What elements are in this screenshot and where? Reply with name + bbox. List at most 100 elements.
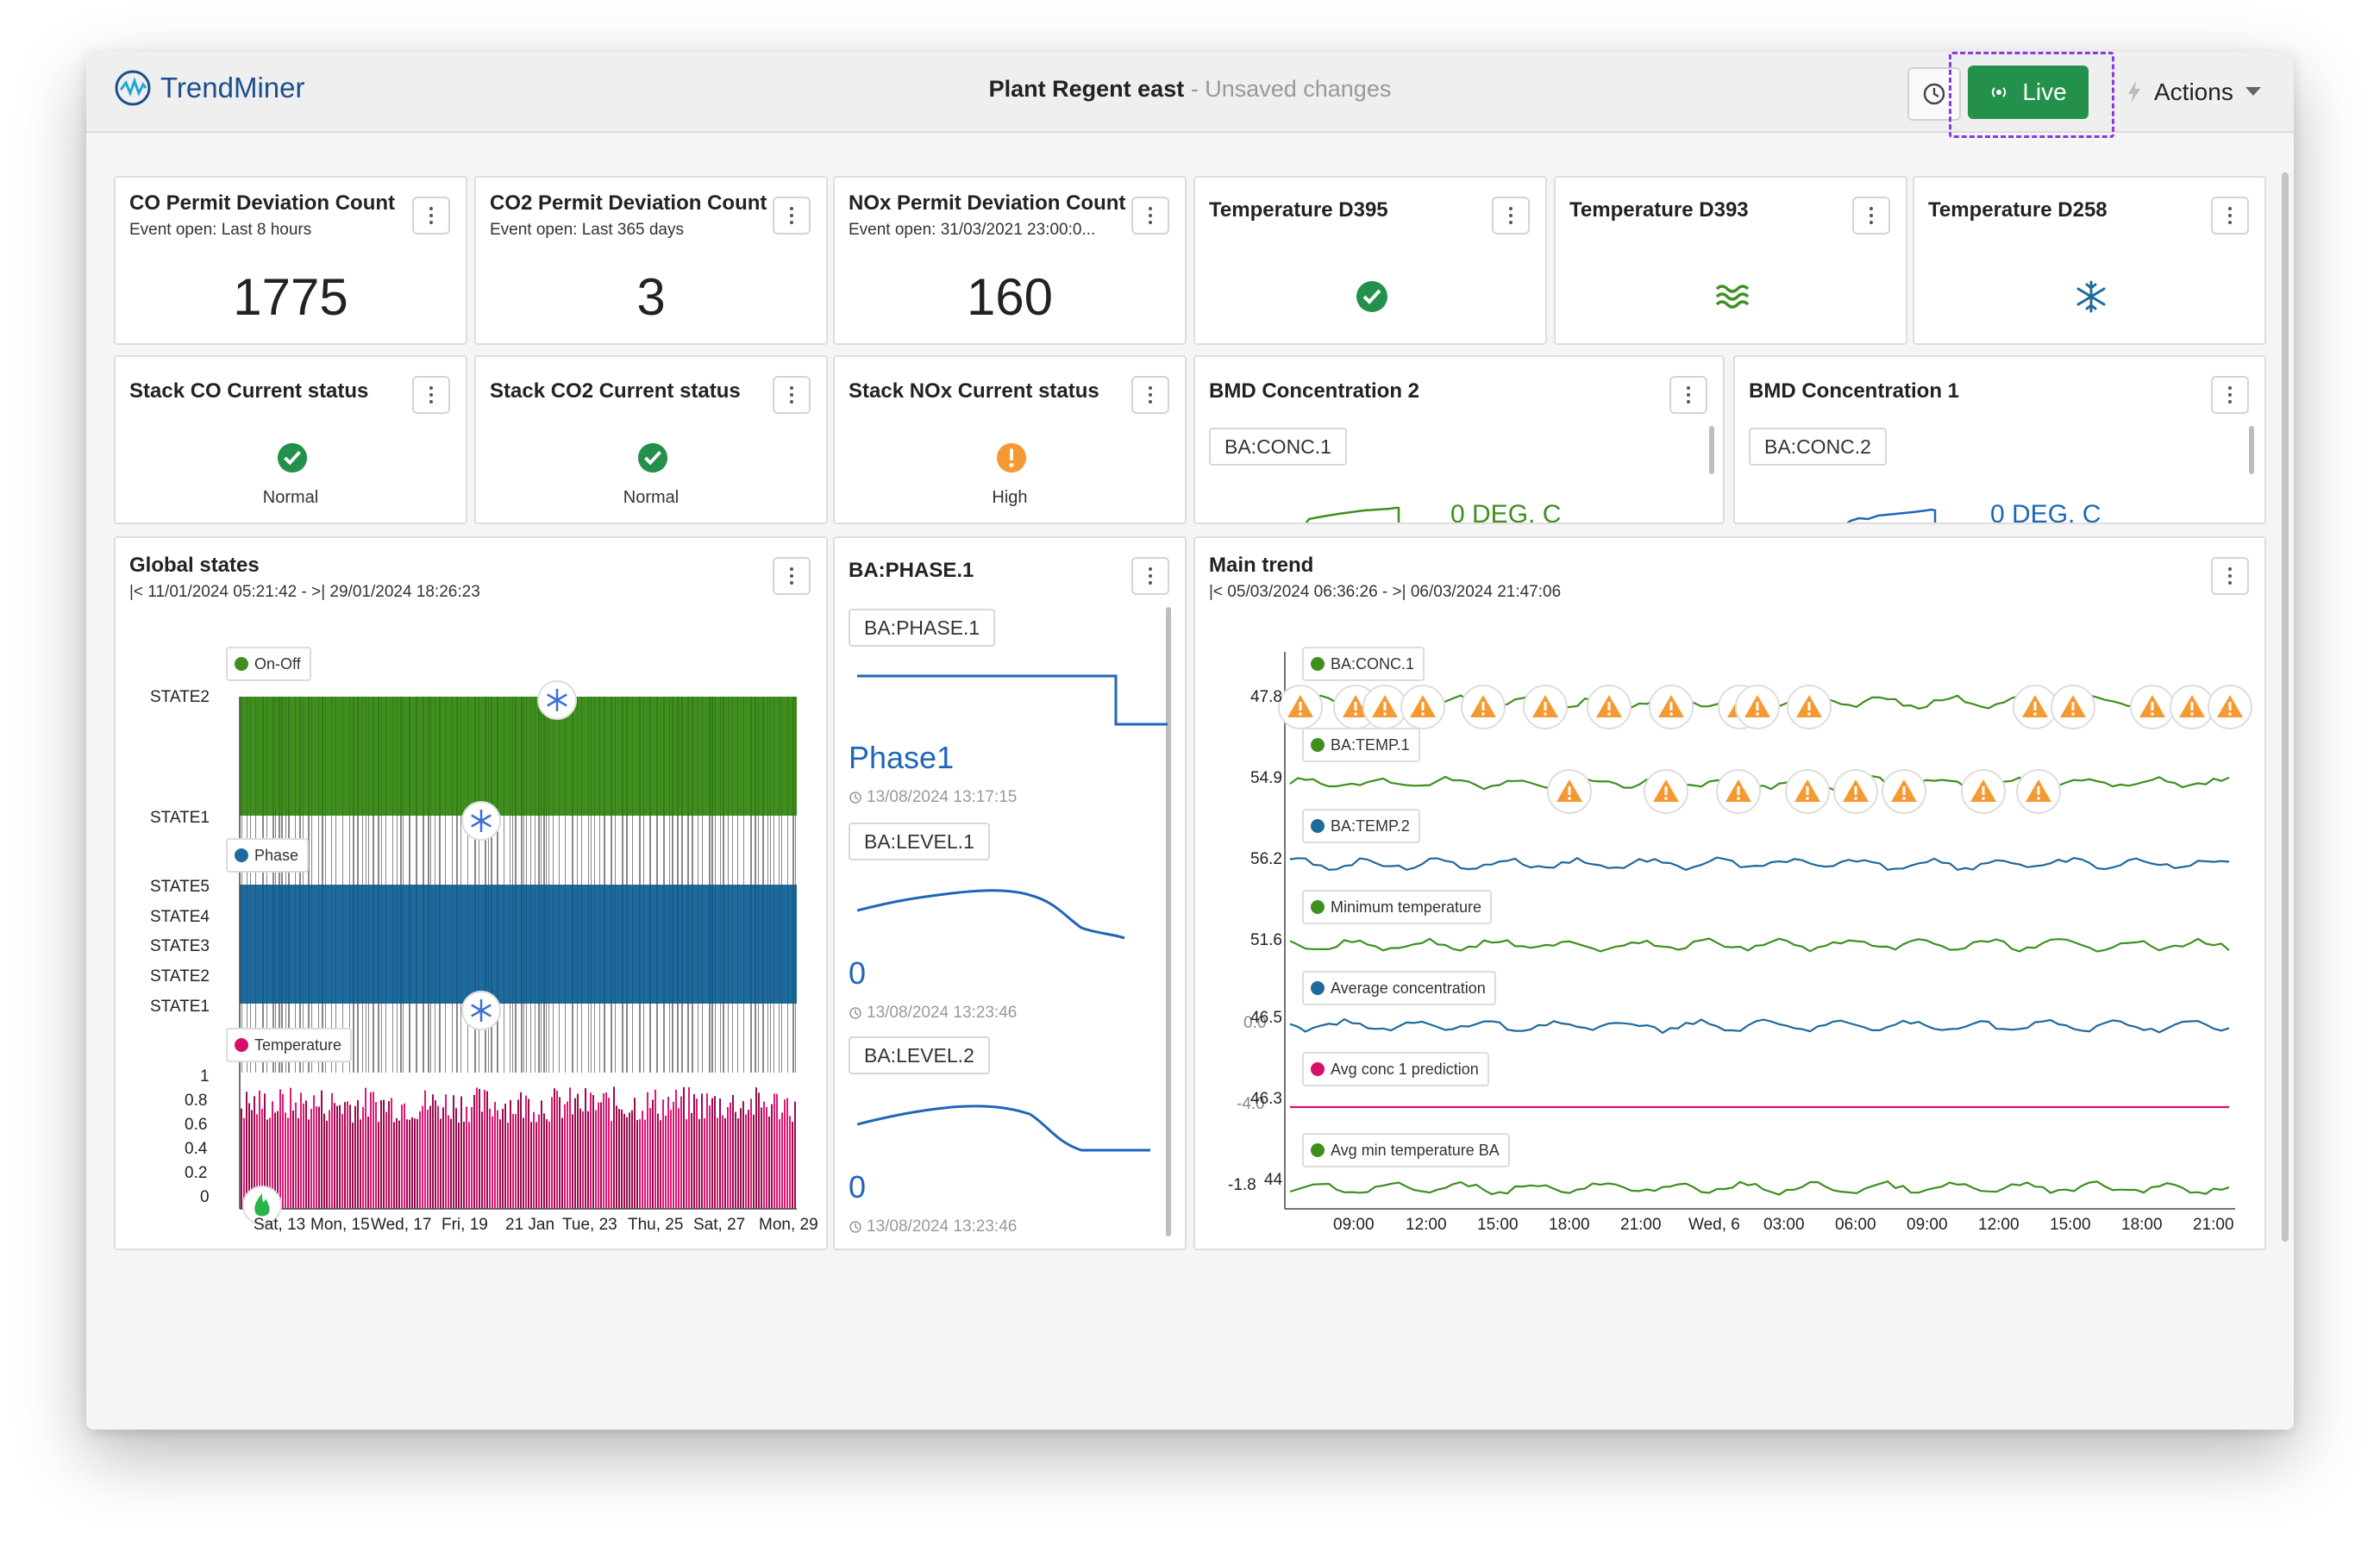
stripe <box>497 885 498 1004</box>
temperature-bar <box>761 1107 762 1209</box>
stripe <box>523 1004 524 1073</box>
temperature-bar <box>406 1119 408 1209</box>
legend-ba-conc-1[interactable]: BA:CONC.1 <box>1302 647 1425 681</box>
stripe <box>709 816 711 885</box>
tile-temperature-d393[interactable]: Temperature D393 <box>1554 176 1907 345</box>
tile-stack-nox-status[interactable]: Stack NOx Current status High <box>833 355 1187 524</box>
tag-chip[interactable]: BA:PHASE.1 <box>849 609 996 647</box>
warning-icon <box>2013 685 2057 729</box>
temperature-bar <box>556 1090 558 1209</box>
tile-menu-button[interactable] <box>773 376 811 414</box>
stripe <box>632 885 633 1004</box>
tile-menu-button[interactable] <box>773 557 811 595</box>
tile-menu-button[interactable] <box>773 197 811 235</box>
tile-main-trend[interactable]: Main trend |< 05/03/2024 06:36:26 - >| 0… <box>1193 536 2266 1250</box>
x-tick-label: 12:00 <box>1978 1216 2020 1234</box>
stripe <box>335 816 336 885</box>
tile-menu-button[interactable] <box>2211 557 2249 595</box>
tile-bmd-concentration-2[interactable]: BMD Concentration 2 BA:CONC.1 0 DEG. C <box>1193 355 1725 524</box>
temperature-bar <box>414 1118 416 1209</box>
tag-chip[interactable]: BA:LEVEL.2 <box>849 1036 990 1074</box>
tile-stack-co2-status[interactable]: Stack CO2 Current status Normal <box>474 355 828 524</box>
tile-temperature-d395[interactable]: Temperature D395 <box>1193 176 1547 345</box>
warning-icon <box>2208 685 2252 729</box>
tile-menu-button[interactable] <box>1131 376 1169 414</box>
stripe <box>515 1004 517 1073</box>
y-tick-label: STATE2 <box>150 688 210 706</box>
tile-scrollbar[interactable] <box>2249 426 2254 474</box>
on-off-band <box>240 697 797 816</box>
temperature-bar <box>398 1120 400 1209</box>
legend-on-off[interactable]: On-Off <box>226 647 311 681</box>
warning-icon <box>1461 685 1506 729</box>
stripe <box>362 1004 363 1073</box>
stripe <box>692 816 693 885</box>
stripe <box>423 1004 424 1073</box>
tile-phase-panel[interactable]: BA:PHASE.1 BA:PHASE.1 Phase1 13/08/2024 … <box>833 536 1187 1250</box>
tile-title: CO Permit Deviation Count <box>129 191 396 215</box>
tile-menu-button[interactable] <box>2211 376 2249 414</box>
stripe <box>553 885 554 1004</box>
tile-menu-button[interactable] <box>1131 557 1169 595</box>
stripe <box>615 697 616 816</box>
temperature-bar <box>654 1089 656 1209</box>
temperature-bar <box>507 1122 509 1209</box>
timestamp-text: 13/08/2024 13:23:46 <box>867 1004 1018 1022</box>
legend-average-concentration[interactable]: Average concentration <box>1302 971 1496 1005</box>
legend-avg-min-temperature-ba[interactable]: Avg min temperature BA <box>1302 1133 1510 1167</box>
tile-bmd-concentration-1[interactable]: BMD Concentration 1 BA:CONC.2 0 DEG. C <box>1733 355 2266 524</box>
stripe <box>373 816 374 885</box>
history-button[interactable] <box>1907 67 1961 121</box>
stripe <box>362 697 363 816</box>
tag-chip[interactable]: BA:CONC.2 <box>1749 428 1887 466</box>
stripe <box>692 697 693 816</box>
stripe <box>728 885 729 1004</box>
temperature-bar <box>442 1107 444 1209</box>
global-states-chart[interactable] <box>116 538 828 1250</box>
tile-title: Global states <box>129 554 260 577</box>
panel-scrollbar[interactable] <box>1166 607 1171 1236</box>
stripe <box>779 697 780 816</box>
page-scrollbar[interactable] <box>2282 172 2289 1242</box>
tag-chip[interactable]: BA:LEVEL.1 <box>849 823 990 860</box>
tile-global-states[interactable]: Global states |< 11/01/2024 05:21:42 - >… <box>114 536 828 1250</box>
legend-ba-temp-2[interactable]: BA:TEMP.2 <box>1302 809 1420 843</box>
legend-phase[interactable]: Phase <box>226 838 310 873</box>
stripe <box>767 816 768 885</box>
stripe <box>604 885 605 1004</box>
legend-minimum-temperature[interactable]: Minimum temperature <box>1302 890 1493 924</box>
tile-menu-button[interactable] <box>412 197 450 235</box>
stripe <box>311 697 312 816</box>
main-trend-chart[interactable] <box>1195 538 2266 1250</box>
temperature-bar <box>717 1117 718 1209</box>
tile-scrollbar[interactable] <box>1709 426 1714 474</box>
stripe <box>275 697 276 816</box>
live-button[interactable]: Live <box>1968 66 2089 119</box>
legend-temperature[interactable]: Temperature <box>226 1028 353 1062</box>
tile-nox-permit-count[interactable]: NOx Permit Deviation Count Event open: 3… <box>833 176 1187 345</box>
tile-menu-button[interactable] <box>1852 197 1890 235</box>
status-label: High <box>992 488 1028 507</box>
tag-chip[interactable]: BA:CONC.1 <box>1209 428 1347 466</box>
stripe <box>543 885 545 1004</box>
tile-menu-button[interactable] <box>1131 197 1169 235</box>
tile-co-permit-count[interactable]: CO Permit Deviation Count Event open: La… <box>114 176 467 345</box>
temperature-bar <box>792 1121 793 1209</box>
y-tick-label: STATE1 <box>150 998 210 1016</box>
phase-band <box>240 885 797 1004</box>
tile-menu-button[interactable] <box>1669 376 1707 414</box>
tile-menu-button[interactable] <box>412 376 450 414</box>
legend-avg-conc-1-prediction[interactable]: Avg conc 1 prediction <box>1302 1052 1489 1086</box>
warning-icon <box>1400 685 1445 729</box>
temperature-bar <box>724 1117 726 1209</box>
tile-co2-permit-count[interactable]: CO2 Permit Deviation Count Event open: L… <box>474 176 828 345</box>
actions-dropdown[interactable]: Actions <box>2114 66 2280 119</box>
legend-ba-temp-1[interactable]: BA:TEMP.1 <box>1302 728 1420 762</box>
tile-menu-button[interactable] <box>1492 197 1530 235</box>
warning-dot <box>1737 797 1740 800</box>
dashboard-name[interactable]: Plant Regent east <box>988 76 1185 102</box>
tile-menu-button[interactable] <box>2211 197 2249 235</box>
tile-temperature-d258[interactable]: Temperature D258 <box>1913 176 2266 345</box>
trendminer-logo[interactable]: TrendMiner <box>114 69 305 107</box>
tile-stack-co-status[interactable]: Stack CO Current status Normal <box>114 355 467 524</box>
